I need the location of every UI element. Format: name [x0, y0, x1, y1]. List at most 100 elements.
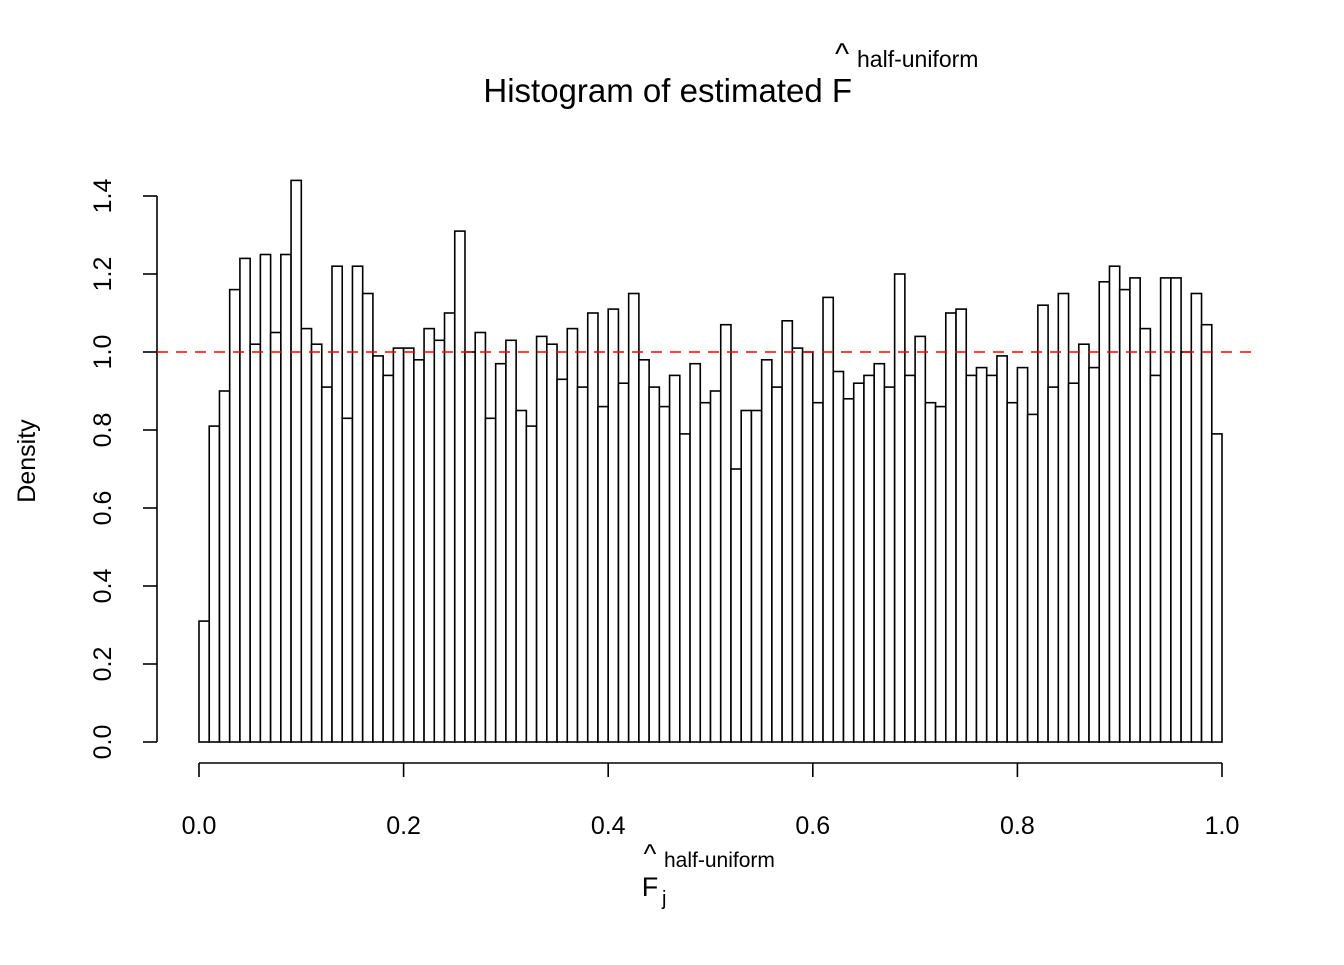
y-tick-label: 0.4	[89, 569, 117, 604]
histogram-bar	[1037, 304, 1049, 743]
histogram-bar	[576, 386, 589, 743]
histogram-bar	[239, 257, 251, 743]
x-axis-label: F ^ j half-uniform	[642, 839, 775, 910]
y-tick-label: 0.2	[89, 647, 117, 682]
histogram-bar	[1190, 292, 1203, 743]
histogram-bar	[198, 620, 211, 743]
histogram-bar	[740, 409, 753, 743]
x-axis: 0.0 0.2 0.4 0.6 0.8 1.0	[182, 762, 1240, 840]
histogram-bar	[1077, 343, 1090, 743]
histogram-bar	[1180, 351, 1193, 743]
histogram-bar	[617, 382, 630, 743]
y-tick-label: 1.4	[89, 179, 117, 214]
histogram-bar	[709, 390, 722, 743]
histogram-bar	[443, 312, 456, 743]
x-tick-label: 0.6	[795, 812, 830, 840]
x-tick-label: 0.8	[1000, 812, 1035, 840]
histogram-bar	[228, 288, 241, 743]
histogram-bar	[965, 374, 978, 743]
histogram-bar	[1139, 327, 1152, 743]
histogram-bar	[402, 347, 415, 743]
histogram-bar	[515, 409, 528, 743]
histogram-bar	[546, 343, 558, 743]
y-tick-label: 1.0	[89, 335, 117, 370]
histogram-bar	[1098, 280, 1111, 743]
histogram-bar	[351, 265, 364, 743]
histogram-bar	[1057, 292, 1070, 743]
x-tick-label: 1.0	[1205, 812, 1240, 840]
xlabel-text: F	[642, 872, 659, 902]
histogram-bar	[464, 351, 477, 743]
histogram-bar	[1016, 366, 1029, 743]
histogram-bar	[801, 351, 814, 743]
title-superscript: half-uniform	[857, 46, 978, 72]
histogram-bar	[842, 397, 855, 743]
histogram-bar	[996, 355, 1008, 743]
x-tick-label: 0.0	[182, 812, 217, 840]
histogram-bar	[668, 374, 681, 743]
histogram-bar	[331, 265, 344, 743]
y-tick-label: 0.8	[89, 413, 117, 448]
histogram-bar	[627, 292, 640, 743]
histogram-bar	[607, 308, 620, 743]
histogram-bar	[883, 386, 896, 743]
histogram-bar	[863, 374, 875, 743]
histogram-bar	[1159, 277, 1172, 743]
histogram-bar	[822, 296, 835, 743]
y-tick-label: 0.6	[89, 491, 117, 526]
histogram-bar	[1006, 401, 1019, 743]
histogram-bar	[730, 468, 742, 743]
bars	[198, 179, 1223, 743]
histogram-bar	[535, 335, 548, 743]
histogram-bar	[934, 405, 947, 743]
histogram-bar	[750, 409, 763, 743]
histogram-bar	[249, 343, 262, 743]
histogram-bar	[658, 405, 671, 743]
histogram-bar	[280, 253, 292, 743]
histogram-bar	[505, 339, 517, 743]
histogram-bar	[985, 374, 998, 743]
histogram-bar	[975, 366, 988, 743]
histogram-bar	[494, 362, 507, 743]
histogram-bar	[300, 327, 313, 743]
xlabel-superscript: half-uniform	[664, 849, 775, 872]
histogram-bar	[433, 339, 446, 743]
histogram-bar	[1129, 277, 1141, 743]
title-hat: ^	[835, 38, 849, 71]
histogram-bar	[1210, 433, 1223, 743]
histogram-bar	[453, 230, 466, 743]
histogram-bar	[556, 378, 569, 743]
title-text: Histogram of estimated F	[483, 72, 852, 109]
histogram-bar	[361, 292, 374, 743]
histogram-bar	[1047, 386, 1060, 743]
histogram-bar	[269, 331, 282, 743]
histogram-bar	[679, 433, 691, 743]
histogram-bar	[689, 362, 702, 743]
histogram-bar	[1118, 288, 1131, 743]
histogram-bar	[208, 425, 221, 743]
histogram-bar	[811, 401, 824, 743]
y-tick-label: 0.0	[89, 725, 117, 760]
xlabel-subscript: j	[661, 888, 666, 910]
histogram-bar	[1149, 374, 1162, 743]
histogram-bar	[719, 323, 732, 743]
histogram-bar	[771, 386, 783, 743]
histogram-bar	[259, 253, 272, 743]
histogram-bar	[474, 331, 487, 743]
histogram-bar	[597, 405, 609, 743]
histogram-bar	[893, 273, 906, 743]
histogram-bar	[1108, 265, 1121, 743]
y-axis-label: Density	[13, 419, 41, 503]
histogram-bar	[904, 374, 916, 743]
histogram-bar	[1026, 413, 1039, 743]
histogram-bar	[566, 327, 579, 743]
histogram-bar	[525, 425, 538, 743]
y-tick-label: 1.2	[89, 257, 117, 292]
histogram-bar	[290, 179, 303, 743]
histogram-bar	[1088, 366, 1101, 743]
histogram-bar	[924, 401, 937, 743]
histogram-bar	[372, 355, 384, 743]
histogram-bar	[218, 390, 231, 743]
histogram-bar	[648, 386, 661, 743]
